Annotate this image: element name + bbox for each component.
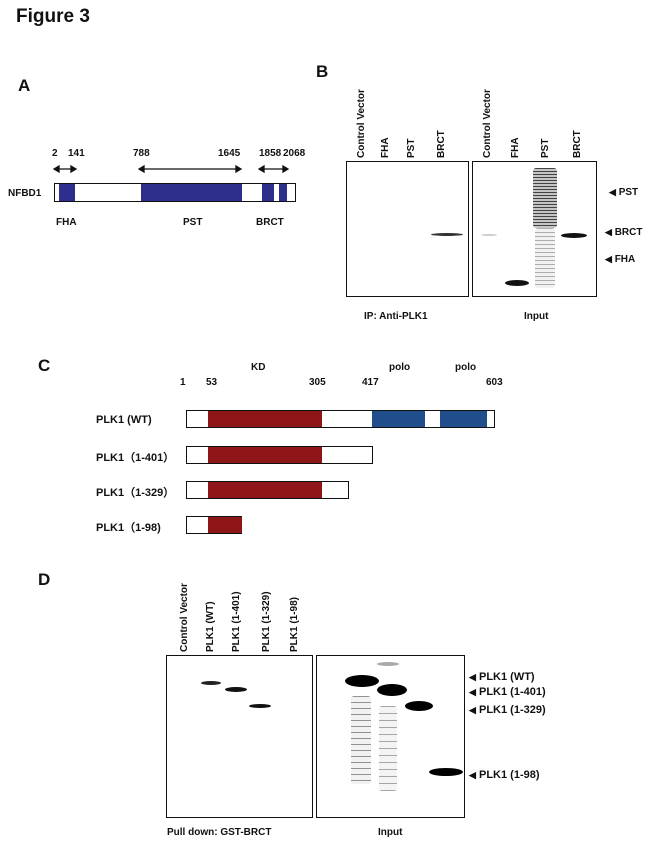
input-pst-smear xyxy=(535,228,555,288)
nfbd1-span-arrows xyxy=(52,164,290,174)
input-control-faint-band xyxy=(481,234,497,236)
pulldown-caption: Pull down: GST-BRCT xyxy=(167,827,272,838)
input-1-401-band xyxy=(377,684,407,696)
nfbd1-pos-788: 788 xyxy=(133,148,150,159)
lane-label-pst: PST xyxy=(406,138,417,158)
domain-label-pst: PST xyxy=(183,217,203,228)
marker-pst: ◀ PST xyxy=(609,187,639,198)
d-lane-1-98: PLK1 (1-98) xyxy=(289,596,300,652)
nfbd1-pos-1858: 1858 xyxy=(259,148,282,159)
construct-bar-1-329 xyxy=(186,481,349,499)
1-401-kinase-domain xyxy=(208,447,322,463)
construct-bar-wt xyxy=(186,410,495,428)
ip-blot xyxy=(346,161,469,297)
input-1-98-band xyxy=(429,768,463,776)
d-marker-1-401: ◀ PLK1 (1-401) xyxy=(469,686,546,698)
wt-polo-box-1 xyxy=(372,411,425,427)
input-brct-band xyxy=(561,233,587,238)
marker-brct: ◀ BRCT xyxy=(605,227,643,238)
lane-label-input-fha: FHA xyxy=(510,137,521,158)
d-marker-1-329: ◀ PLK1 (1-329) xyxy=(469,704,546,716)
nfbd1-pos-1645: 1645 xyxy=(218,148,241,159)
marker-fha: ◀ FHA xyxy=(605,254,636,265)
nfbd1-brct-domain-2 xyxy=(279,184,287,201)
input-blot-d xyxy=(316,655,465,818)
pulldown-1-329-band xyxy=(249,704,271,708)
domain-label-fha: FHA xyxy=(56,217,77,228)
ip-brct-band xyxy=(431,233,463,236)
lane-label-fha: FHA xyxy=(380,137,391,158)
d-marker-1-98: ◀ PLK1 (1-98) xyxy=(469,769,540,781)
input-wt-degradation-ladder xyxy=(351,696,371,784)
nfbd1-pos-2: 2 xyxy=(52,148,58,159)
nfbd1-fha-domain xyxy=(59,184,75,201)
1-98-kinase-domain xyxy=(208,517,242,533)
input-1-401-degradation-ladder xyxy=(379,706,397,791)
plk1-pos-1: 1 xyxy=(180,377,186,388)
construct-bar-1-401 xyxy=(186,446,373,464)
construct-bar-1-98 xyxy=(186,516,242,534)
d-lane-1-401: PLK1 (1-401) xyxy=(231,591,242,652)
nfbd1-pos-141: 141 xyxy=(68,148,85,159)
wt-kinase-domain xyxy=(208,411,322,427)
pulldown-1-401-band xyxy=(225,687,247,692)
plk1-pos-305: 305 xyxy=(309,377,326,388)
pulldown-blot xyxy=(166,655,313,818)
lane-label-input-pst: PST xyxy=(540,138,551,158)
panel-c-letter: C xyxy=(38,356,51,375)
panel-d-letter: D xyxy=(38,570,51,589)
polo-label-1: polo xyxy=(389,362,411,373)
domain-label-brct: BRCT xyxy=(256,217,284,228)
nfbd1-label: NFBD1 xyxy=(8,188,42,199)
input-fha-band xyxy=(505,280,529,286)
d-lane-1-329: PLK1 (1-329) xyxy=(261,591,272,652)
plk1-pos-417: 417 xyxy=(362,377,379,388)
input-wt-band xyxy=(345,675,379,687)
input-faint-top-band xyxy=(377,662,399,666)
nfbd1-brct-domain-1 xyxy=(262,184,274,201)
polo-label-2: polo xyxy=(455,362,477,373)
d-marker-wt: ◀ PLK1 (WT) xyxy=(469,671,535,683)
wt-polo-box-2 xyxy=(440,411,487,427)
input-caption-b: Input xyxy=(524,311,549,322)
construct-label-1-329: PLK1（1-329） xyxy=(96,487,175,499)
input-pst-ladder xyxy=(533,168,557,228)
input-caption-d: Input xyxy=(378,827,403,838)
ip-caption: IP: Anti-PLK1 xyxy=(364,311,428,322)
plk1-pos-53: 53 xyxy=(206,377,218,388)
construct-label-1-98: PLK1（1-98) xyxy=(96,522,161,534)
input-blot-b xyxy=(472,161,597,297)
lane-label-input-control-vector: Control Vector xyxy=(482,89,493,158)
construct-label-wt: PLK1 (WT) xyxy=(96,414,152,426)
figure-title: Figure 3 xyxy=(16,6,90,27)
plk1-pos-603: 603 xyxy=(486,377,503,388)
nfbd1-bar xyxy=(54,183,296,202)
kd-label: KD xyxy=(251,362,266,373)
pulldown-wt-band xyxy=(201,681,221,685)
d-lane-control-vector: Control Vector xyxy=(179,583,190,652)
nfbd1-pos-2068: 2068 xyxy=(283,148,306,159)
lane-label-brct: BRCT xyxy=(436,130,447,158)
lane-label-control-vector: Control Vector xyxy=(356,89,367,158)
construct-label-1-401: PLK1（1-401） xyxy=(96,452,175,464)
lane-label-input-brct: BRCT xyxy=(572,130,583,158)
nfbd1-pst-domain xyxy=(141,184,242,201)
d-lane-wt: PLK1 (WT) xyxy=(205,601,216,652)
panel-a-letter: A xyxy=(18,76,31,95)
1-329-kinase-domain xyxy=(208,482,322,498)
input-1-329-band xyxy=(405,701,433,711)
panel-b-letter: B xyxy=(316,62,329,81)
